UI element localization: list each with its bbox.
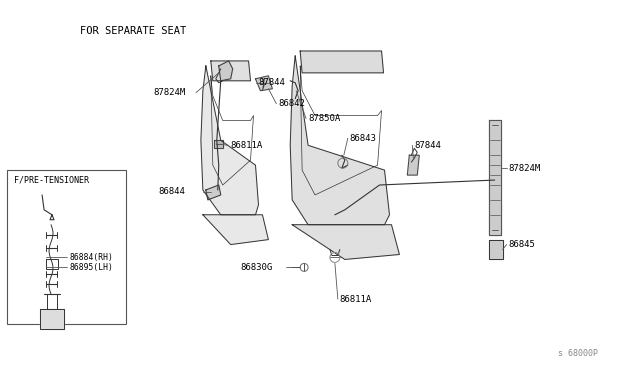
Polygon shape (292, 225, 399, 259)
Polygon shape (214, 140, 223, 148)
Polygon shape (219, 61, 233, 81)
Polygon shape (290, 56, 390, 225)
Text: 87824M: 87824M (153, 88, 186, 97)
Polygon shape (407, 155, 419, 175)
Text: 87844: 87844 (414, 141, 441, 150)
Text: 87850A: 87850A (308, 114, 340, 123)
Text: 87844: 87844 (259, 78, 285, 87)
Text: FOR SEPARATE SEAT: FOR SEPARATE SEAT (80, 26, 186, 36)
Text: 86843: 86843 (350, 134, 377, 143)
Text: 86811A: 86811A (340, 295, 372, 304)
Text: 86811A: 86811A (230, 141, 263, 150)
Text: 86845: 86845 (509, 240, 536, 249)
Text: 87824M: 87824M (509, 164, 541, 173)
Polygon shape (255, 76, 273, 91)
Text: F/PRE-TENSIONER: F/PRE-TENSIONER (14, 176, 90, 185)
Polygon shape (201, 66, 259, 215)
Text: 86830G: 86830G (241, 263, 273, 272)
Text: s 68000P: s 68000P (558, 349, 598, 358)
Polygon shape (300, 51, 383, 73)
Polygon shape (203, 215, 268, 244)
Polygon shape (206, 185, 221, 200)
Polygon shape (489, 240, 502, 259)
Polygon shape (489, 121, 500, 235)
Text: 86884(RH): 86884(RH) (70, 253, 114, 262)
Polygon shape (40, 309, 64, 329)
Polygon shape (211, 61, 250, 81)
Text: 86844: 86844 (158, 187, 185, 196)
Text: 86842: 86842 (278, 99, 305, 108)
Text: 86895(LH): 86895(LH) (70, 263, 114, 272)
Bar (7, 170, 127, 324)
